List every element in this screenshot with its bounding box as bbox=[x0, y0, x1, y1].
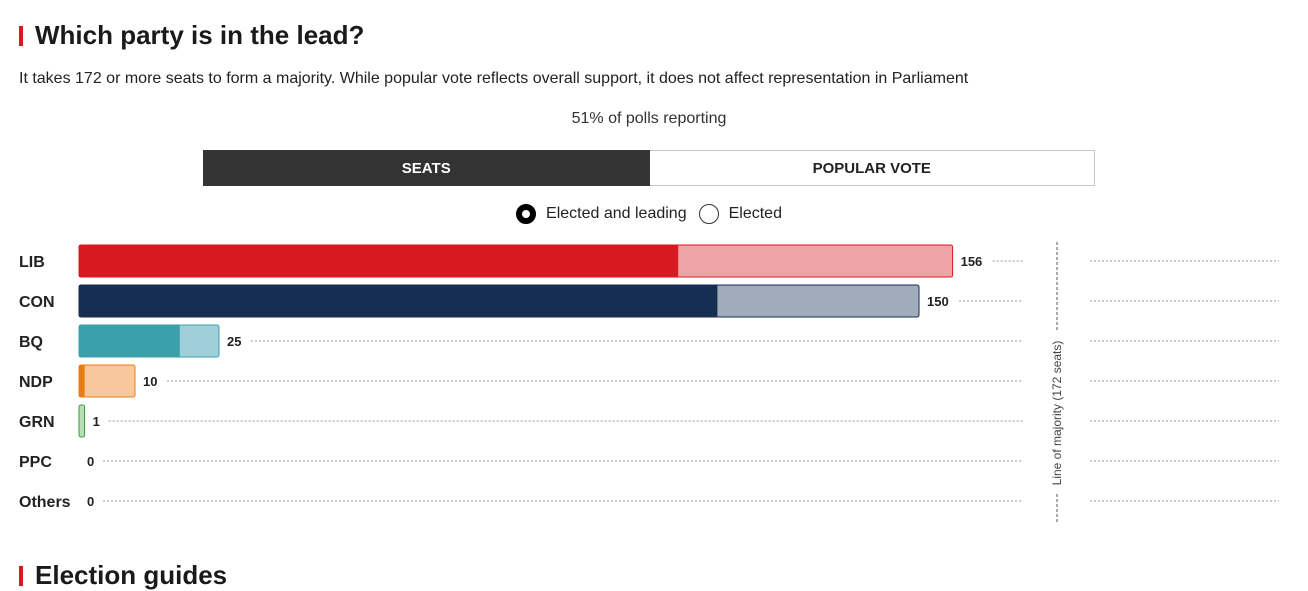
section-title: Election guides bbox=[35, 560, 228, 590]
radio-label: Elected bbox=[728, 205, 782, 222]
bar-elected-bq bbox=[79, 325, 180, 357]
radio-elected[interactable]: Elected bbox=[698, 204, 782, 224]
bar-leading-grn bbox=[78, 404, 86, 438]
category-label-ppc: PPC bbox=[19, 454, 52, 471]
section-title: Which party is in the lead? bbox=[35, 20, 365, 50]
reporting-status: 51% of polls reporting bbox=[571, 110, 727, 127]
category-label-bq: BQ bbox=[19, 334, 43, 351]
value-label-ppc: 0 bbox=[87, 454, 94, 469]
tab-seats[interactable]: SEATS bbox=[203, 150, 650, 186]
value-label-bq: 25 bbox=[227, 334, 241, 349]
value-label-con: 150 bbox=[927, 294, 949, 309]
bar-elected-lib bbox=[79, 245, 679, 277]
tab-popular-vote[interactable]: POPULAR VOTE bbox=[649, 150, 1095, 186]
bar-leading-ndp bbox=[78, 364, 136, 398]
radio-selected-icon[interactable] bbox=[516, 204, 537, 224]
filter-radios: Elected and leading Elected bbox=[0, 204, 1298, 224]
value-label-lib: 156 bbox=[961, 254, 983, 269]
value-label-ndp: 10 bbox=[143, 374, 157, 389]
value-label-others: 0 bbox=[87, 494, 94, 509]
heading-accent-bar bbox=[19, 565, 23, 586]
category-label-lib: LIB bbox=[19, 254, 45, 271]
seats-bar-chart: LIB 156 CON 150 BQ 25 NDP 10 GRN 1 PPC 0 Others 0 Line… bbox=[19, 242, 1279, 522]
view-toggle: SEATS POPULAR VOTE bbox=[203, 150, 1095, 186]
heading-accent-bar bbox=[19, 25, 23, 46]
description: It takes 172 or more seats to form a maj… bbox=[19, 70, 969, 87]
radio-label: Elected and leading bbox=[546, 205, 687, 222]
bar-elected-con bbox=[79, 285, 718, 317]
category-label-con: CON bbox=[19, 294, 55, 311]
category-label-grn: GRN bbox=[19, 414, 55, 431]
majority-line-label: Line of majority (172 seats) bbox=[1050, 341, 1064, 486]
category-label-others: Others bbox=[19, 494, 71, 511]
radio-elected-and-leading[interactable]: Elected and leading bbox=[516, 204, 687, 224]
radio-unselected-icon[interactable] bbox=[698, 204, 719, 224]
value-label-grn: 1 bbox=[93, 414, 100, 429]
section-heading: Which party is in the lead? bbox=[19, 20, 364, 51]
category-label-ndp: NDP bbox=[19, 374, 53, 391]
bar-elected-ndp bbox=[79, 365, 85, 397]
section-heading: Election guides bbox=[19, 560, 227, 591]
